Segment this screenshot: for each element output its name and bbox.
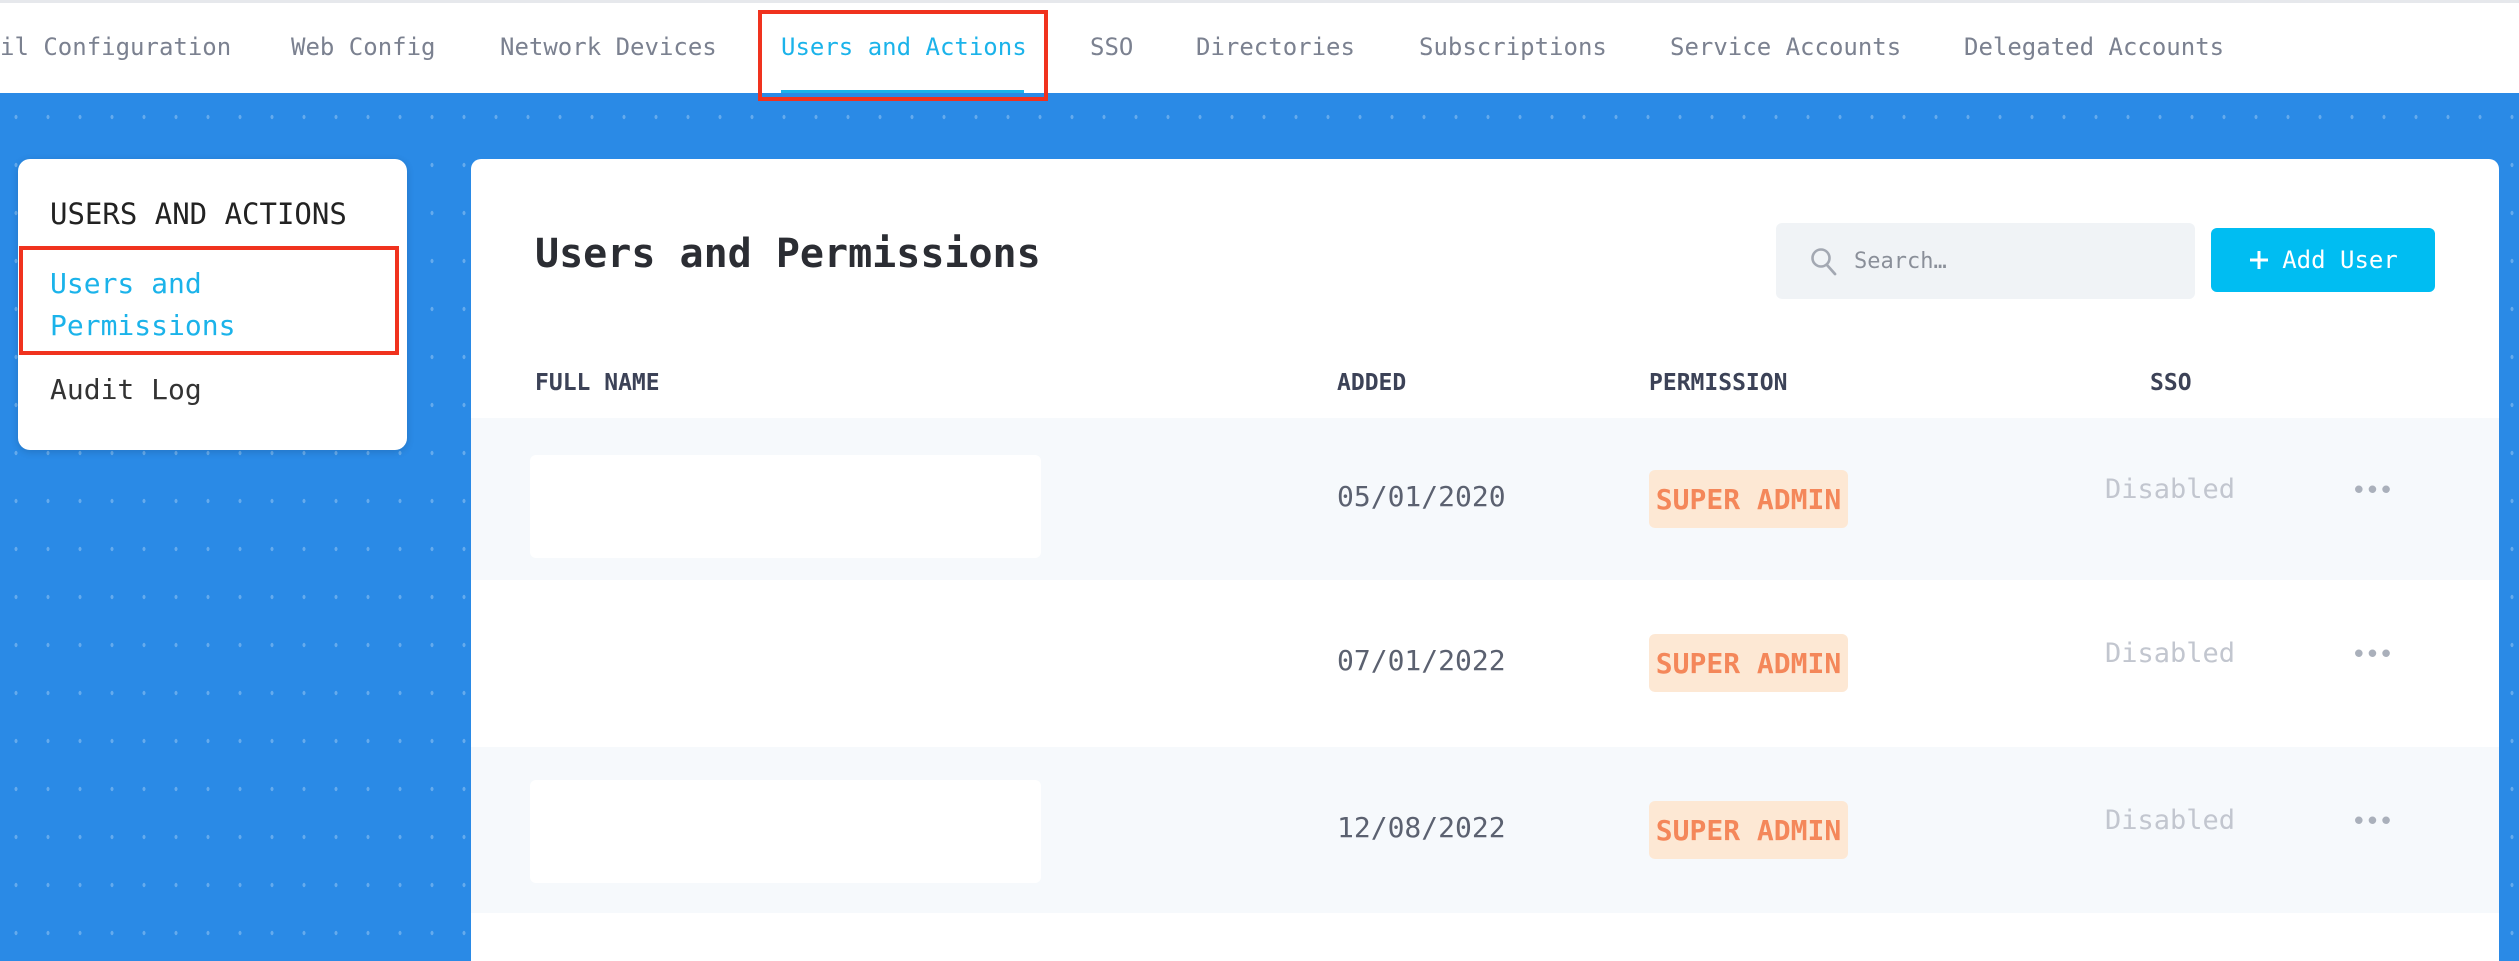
sidebar-item-audit-log[interactable]: Audit Log: [50, 373, 202, 406]
sidebar-title: USERS AND ACTIONS: [50, 197, 347, 231]
permission-badge: SUPER ADMIN: [1649, 634, 1848, 692]
tab-users-and-actions[interactable]: Users and Actions: [781, 33, 1027, 61]
add-user-button[interactable]: Add User: [2211, 228, 2435, 292]
permission-badge: SUPER ADMIN: [1649, 470, 1848, 528]
table-row[interactable]: 07/01/2022 SUPER ADMIN Disabled •••: [471, 580, 2499, 747]
added-date: 05/01/2020: [1337, 480, 1506, 513]
search-input[interactable]: [1854, 223, 2174, 299]
more-options-icon[interactable]: •••: [2351, 807, 2394, 837]
sidebar-item-label: Users and: [50, 267, 202, 300]
table-row[interactable]: 05/01/2020 SUPER ADMIN Disabled •••: [471, 418, 2499, 580]
more-options-icon[interactable]: •••: [2351, 476, 2394, 506]
tab-service-accounts[interactable]: Service Accounts: [1670, 33, 1902, 61]
column-header-full-name[interactable]: FULL NAME: [535, 370, 660, 396]
sidebar-item-users-and-permissions[interactable]: Users and Permissions: [50, 263, 235, 347]
sso-status: Disabled: [2105, 474, 2236, 505]
search-icon: [1811, 248, 1837, 276]
added-date: 07/01/2022: [1337, 644, 1506, 677]
main-panel: Users and Permissions Add User FULL NAME…: [471, 159, 2499, 961]
column-header-sso[interactable]: SSO: [2150, 370, 2192, 396]
permission-badge: SUPER ADMIN: [1649, 801, 1848, 859]
tab-delegated-accounts[interactable]: Delegated Accounts: [1964, 33, 2225, 61]
more-options-icon[interactable]: •••: [2351, 640, 2394, 670]
active-tab-indicator: [781, 90, 1024, 95]
highlight-box-sidebar-item: [19, 246, 399, 355]
tab-sso[interactable]: SSO: [1090, 33, 1134, 61]
tab-network-devices[interactable]: Network Devices: [500, 33, 717, 61]
plus-icon: [2250, 251, 2269, 269]
top-navigation: il Configuration Web Config Network Devi…: [0, 0, 2519, 95]
tab-web-config[interactable]: Web Config: [291, 33, 436, 61]
sso-status: Disabled: [2105, 805, 2236, 836]
table-row[interactable]: 12/08/2022 SUPER ADMIN Disabled •••: [471, 747, 2499, 913]
sidebar-item-label: Permissions: [50, 309, 236, 342]
tab-mail-configuration[interactable]: il Configuration: [0, 33, 232, 61]
sidebar: USERS AND ACTIONS Users and Permissions …: [18, 159, 407, 450]
tab-directories[interactable]: Directories: [1196, 33, 1355, 61]
tab-subscriptions[interactable]: Subscriptions: [1419, 33, 1607, 61]
column-header-permission[interactable]: PERMISSION: [1649, 370, 1788, 396]
sso-status: Disabled: [2105, 638, 2236, 669]
add-user-label: Add User: [2282, 246, 2398, 274]
full-name-cell: [530, 455, 1041, 558]
full-name-cell: [530, 780, 1041, 883]
added-date: 12/08/2022: [1337, 811, 1506, 844]
page-title: Users and Permissions: [535, 231, 1041, 277]
highlight-box-tab: [758, 10, 1048, 101]
search-box[interactable]: [1776, 223, 2195, 299]
column-header-added[interactable]: ADDED: [1337, 370, 1407, 396]
